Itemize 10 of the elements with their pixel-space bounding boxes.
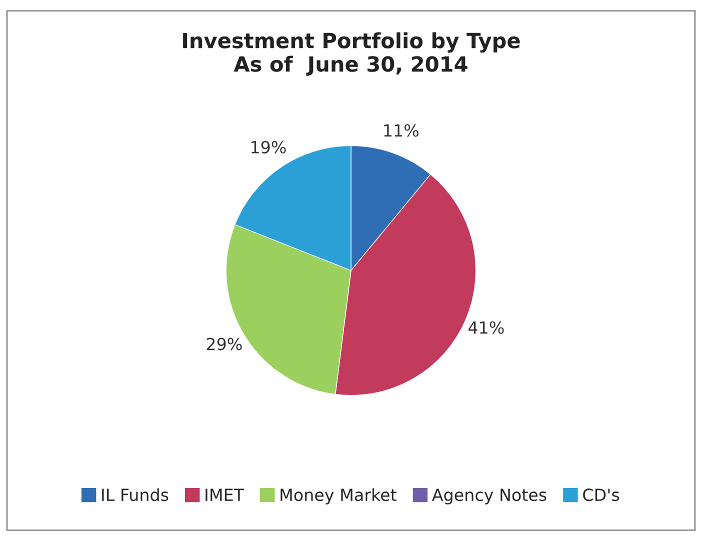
data-label: 41% (468, 321, 504, 334)
legend-label: CD's (583, 488, 620, 502)
chart-title: Investment Portfolio by Type As of June 30, 2014 (183, 32, 520, 76)
legend-label: IL Funds (102, 488, 168, 502)
legend-label: IMET (206, 488, 244, 501)
legend-label: Agency Notes (432, 488, 546, 504)
data-label: 19% (252, 140, 286, 154)
data-label: 11% (384, 124, 419, 137)
data-label: 29% (206, 338, 242, 350)
legend-label: Money Market (280, 488, 396, 504)
